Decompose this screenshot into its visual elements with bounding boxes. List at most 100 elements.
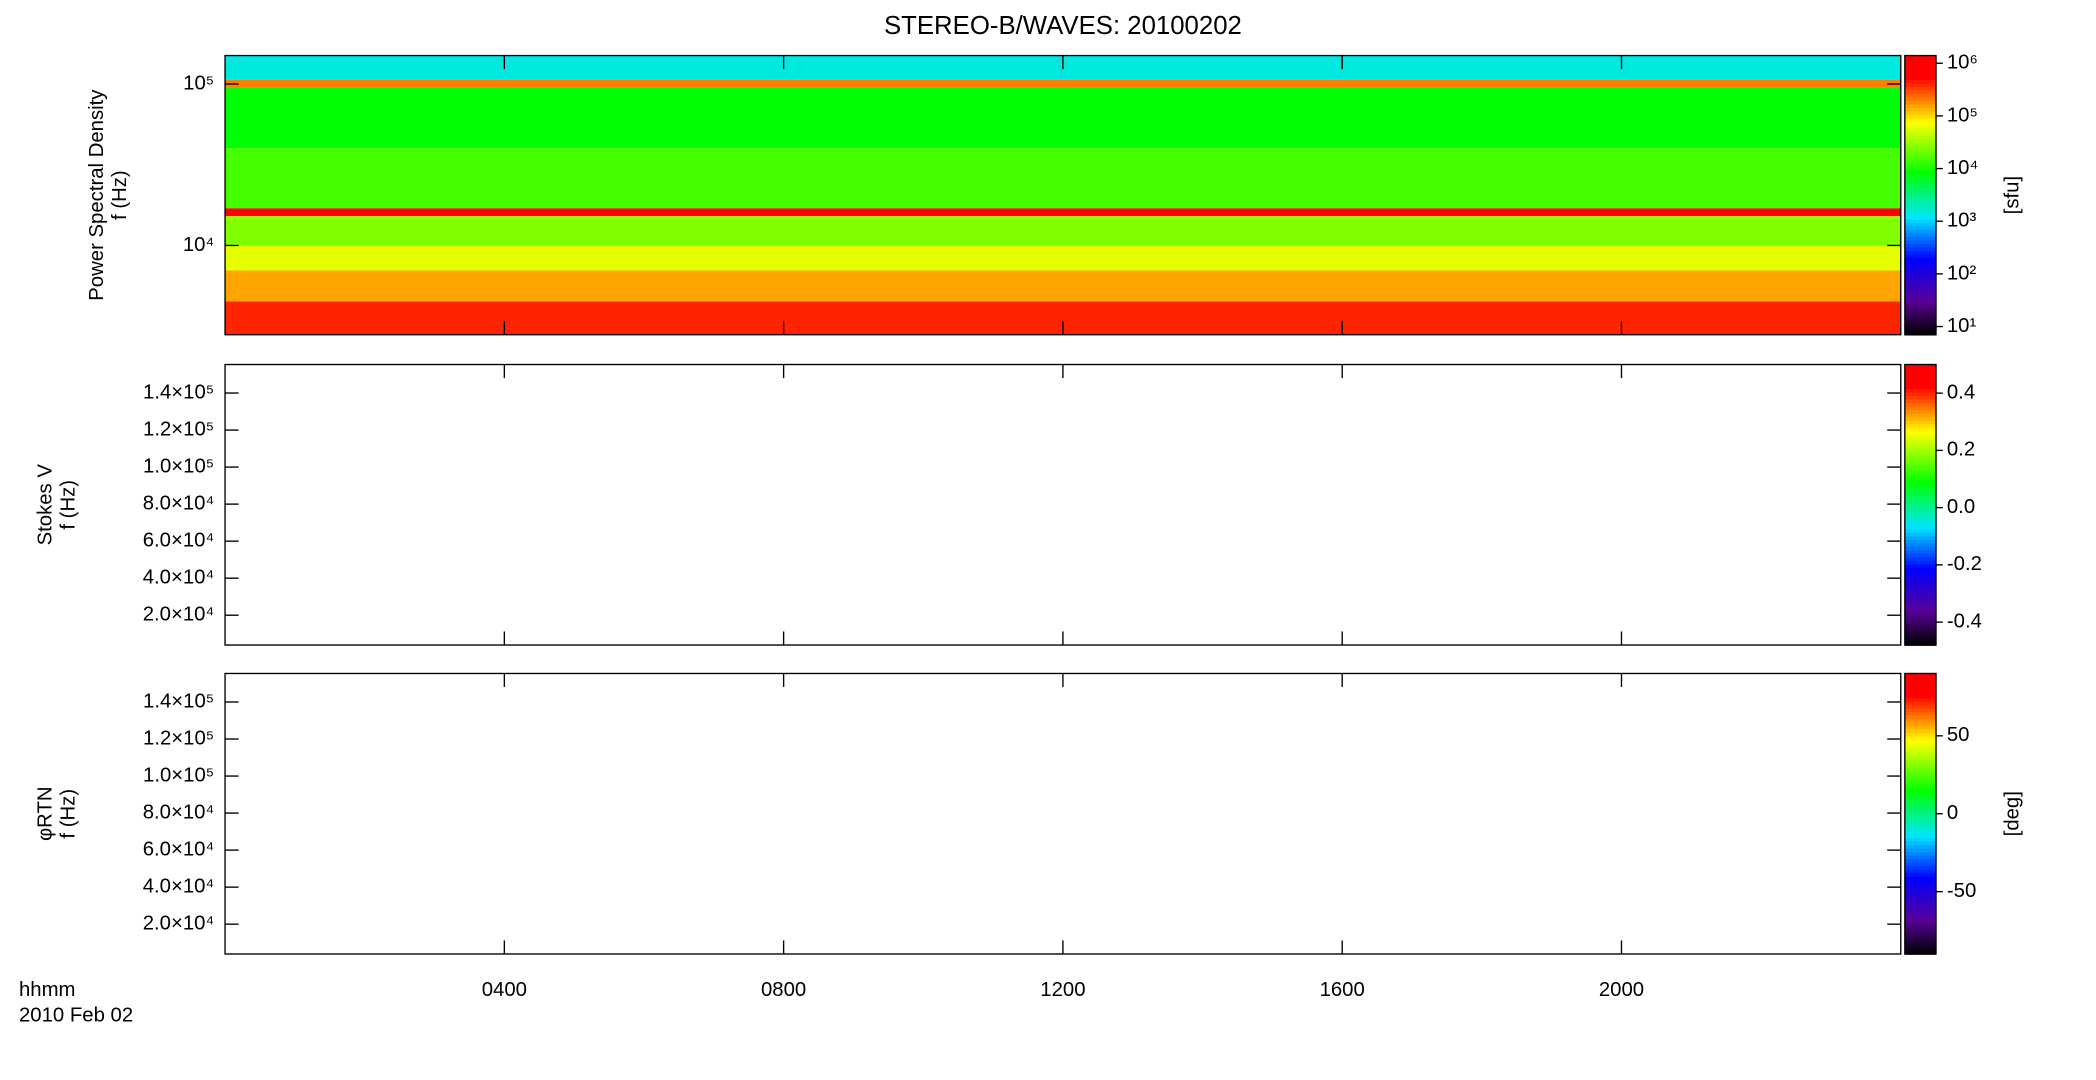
date-label: 2010 Feb 02 <box>19 1005 133 1027</box>
colorbar-cell <box>1904 128 1937 134</box>
x-tick-label: 2000 <box>1599 979 1644 1001</box>
y-axis-label-line: f (Hz) <box>58 789 80 839</box>
colorbar-cell <box>1904 936 1937 941</box>
colorbar-cell <box>1904 438 1937 443</box>
colorbar-cell <box>1904 452 1937 457</box>
colorbar-cell <box>1904 268 1937 273</box>
colorbar-cell <box>1904 93 1937 99</box>
colorbar-cell <box>1904 943 1937 948</box>
colorbar-cell <box>1904 382 1937 387</box>
colorbar-cell <box>1904 880 1937 885</box>
colorbar-cell <box>1904 445 1937 450</box>
colorbar-cell <box>1904 181 1937 186</box>
colorbar-cell <box>1904 364 1937 369</box>
colorbar-cell <box>1904 476 1937 482</box>
colorbar-cell <box>1904 592 1937 597</box>
colorbar-tick-label: -0.2 <box>1947 553 1982 575</box>
colorbar-cell <box>1904 508 1937 513</box>
colorbar-cell <box>1904 705 1937 710</box>
colorbar-cell <box>1904 317 1937 322</box>
colorbar-cell <box>1904 701 1937 706</box>
colorbar-cell <box>1904 417 1937 422</box>
colorbar-cell <box>1904 392 1937 397</box>
colorbar-cell <box>1904 775 1937 780</box>
colorbar-tick-label: 0.4 <box>1947 382 1975 404</box>
colorbar-cell <box>1904 782 1937 787</box>
colorbar-cell <box>1904 630 1937 636</box>
colorbar-cell <box>1904 188 1937 193</box>
colorbar-cell <box>1904 497 1937 503</box>
y-axis-label: φRTN f (Hz) <box>34 786 79 841</box>
y-tick-label: 10⁵ <box>183 72 214 94</box>
colorbar-cell <box>1904 327 1937 333</box>
colorbar-cell <box>1904 518 1937 524</box>
colorbar-cell <box>1904 806 1937 812</box>
colorbar-cell <box>1904 946 1937 952</box>
colorbar-cell <box>1904 62 1937 67</box>
colorbar-cell <box>1904 114 1937 120</box>
colorbar-cell <box>1904 132 1937 137</box>
colorbar-cell <box>1904 616 1937 622</box>
colorbar-cell <box>1904 855 1937 861</box>
colorbar-cell <box>1904 676 1937 682</box>
colorbar-cell <box>1904 747 1937 752</box>
colorbar-cell <box>1904 90 1937 95</box>
colorbar-cell <box>1904 824 1937 829</box>
colorbar-cell <box>1904 799 1937 805</box>
colorbar-cell <box>1904 543 1937 548</box>
colorbar-cell <box>1904 191 1937 196</box>
colorbar-cell <box>1904 469 1937 475</box>
colorbar-label-text: [sfu] <box>2002 176 2024 214</box>
colorbar-cell <box>1904 160 1937 165</box>
colorbar-cell <box>1904 170 1937 176</box>
colorbar-cell <box>1904 550 1937 555</box>
colorbar-cell <box>1904 602 1937 608</box>
colorbar-cell <box>1904 883 1937 889</box>
colorbar-frame <box>1904 363 1937 646</box>
colorbar-cell <box>1904 785 1937 790</box>
colorbar-cell <box>1904 810 1937 815</box>
colorbar-cell <box>1904 908 1937 913</box>
colorbar-cell <box>1904 620 1937 625</box>
colorbar-tick-label: 0.2 <box>1947 439 1975 461</box>
colorbar-cell <box>1904 564 1937 569</box>
colorbar-cell <box>1904 522 1937 527</box>
colorbar-cell <box>1904 156 1937 162</box>
x-tick-label: 0800 <box>761 979 806 1001</box>
colorbar-cell <box>1904 413 1937 418</box>
spectrogram-band <box>225 270 1901 302</box>
y-tick-label: 4.0×10⁴ <box>143 567 215 589</box>
colorbar-label: [deg] <box>2002 791 2024 836</box>
colorbar-cell <box>1904 733 1937 738</box>
colorbar-cell <box>1904 585 1937 590</box>
colorbar-cell <box>1904 261 1937 266</box>
colorbar-cell <box>1904 462 1937 468</box>
colorbar-tick-label: 10⁵ <box>1947 104 1978 126</box>
colorbar-cell <box>1904 163 1937 169</box>
colorbar-cell <box>1904 715 1937 720</box>
colorbar-cell <box>1904 69 1937 74</box>
y-tick-label: 1.2×10⁵ <box>143 418 214 440</box>
y-tick-label: 6.0×10⁴ <box>143 838 215 860</box>
colorbar-cell <box>1904 866 1937 871</box>
colorbar-cell <box>1904 313 1937 319</box>
colorbar-cell <box>1904 834 1937 840</box>
colorbar-cell <box>1904 761 1937 766</box>
colorbar-cell <box>1904 310 1937 315</box>
colorbar-cell <box>1904 768 1937 773</box>
colorbar-cell <box>1904 820 1937 826</box>
colorbar-cell <box>1904 97 1937 102</box>
colorbar-cell <box>1904 111 1937 116</box>
colorbar-label: [sfu] <box>2002 176 2024 214</box>
colorbar-cell <box>1904 389 1937 394</box>
colorbar-cell <box>1904 420 1937 425</box>
colorbar-cell <box>1904 803 1937 808</box>
colorbar-cell <box>1904 691 1937 696</box>
colorbar-cell <box>1904 118 1937 123</box>
colorbar-tick-label: 10⁴ <box>1947 157 1978 179</box>
y-axis-label-line: f (Hz) <box>58 480 80 530</box>
colorbar-cell <box>1904 247 1937 252</box>
colorbar-cell <box>1904 581 1937 587</box>
colorbar-cell <box>1904 202 1937 207</box>
colorbar-cell <box>1904 687 1937 692</box>
